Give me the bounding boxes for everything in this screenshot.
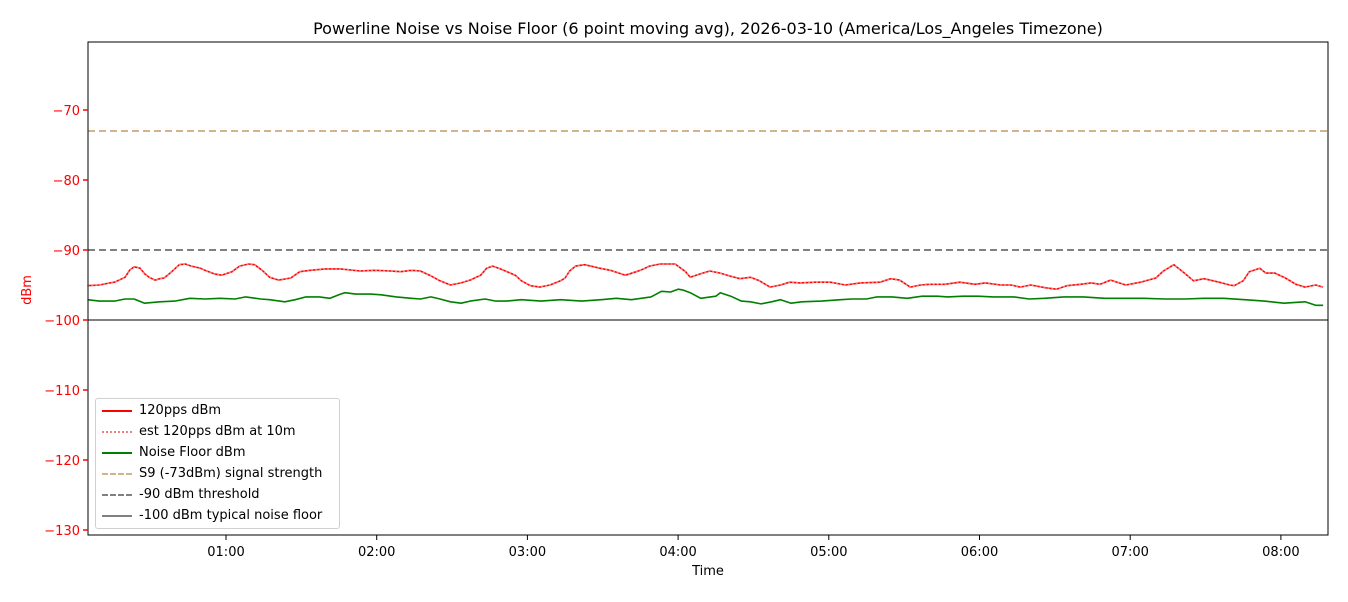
legend-item-est-120pps: est 120pps dBm at 10m bbox=[96, 421, 339, 442]
y-tick-label: −100 bbox=[44, 314, 80, 329]
y-tick-label: −70 bbox=[53, 104, 80, 119]
legend-swatch-dotted-pink bbox=[102, 430, 132, 433]
x-tick-label: 03:00 bbox=[509, 545, 546, 560]
legend-label: S9 (-73dBm) signal strength bbox=[139, 466, 323, 481]
y-tick-label: −120 bbox=[44, 454, 80, 469]
legend-swatch-solid-green bbox=[102, 451, 132, 454]
legend-label: Noise Floor dBm bbox=[139, 445, 246, 460]
x-tick-label: 05:00 bbox=[810, 545, 847, 560]
legend-label: -90 dBm threshold bbox=[139, 487, 260, 502]
x-tick-label: 06:00 bbox=[961, 545, 998, 560]
x-tick-label: 01:00 bbox=[207, 545, 244, 560]
y-tick-label: −80 bbox=[53, 174, 80, 189]
legend-swatch-dashed-tan bbox=[102, 472, 132, 475]
x-tick-label: 04:00 bbox=[659, 545, 696, 560]
series-line bbox=[87, 288, 1324, 307]
legend-label: 120pps dBm bbox=[139, 403, 222, 418]
x-axis: 01:00 02:00 03:00 04:00 05:00 06:00 07:00 08:00 bbox=[207, 535, 1300, 560]
y-axis: −70 −80 −90 −100 −110 −120 −130 bbox=[44, 104, 88, 539]
series-line-dotted bbox=[87, 263, 1324, 290]
y-tick-label: −110 bbox=[44, 384, 80, 399]
x-tick-label: 07:00 bbox=[1111, 545, 1148, 560]
series-line bbox=[87, 263, 1324, 291]
x-tick-label: 08:00 bbox=[1262, 545, 1299, 560]
chart-title: Powerline Noise vs Noise Floor (6 point … bbox=[313, 19, 1103, 39]
y-tick-label: −90 bbox=[53, 244, 80, 259]
legend-item-s9: S9 (-73dBm) signal strength bbox=[96, 463, 339, 484]
legend-item-120pps: 120pps dBm bbox=[96, 400, 339, 421]
x-tick-label: 02:00 bbox=[358, 545, 395, 560]
legend-swatch-solid-red bbox=[102, 409, 132, 412]
legend-label: -100 dBm typical noise floor bbox=[139, 508, 323, 523]
reference-lines bbox=[88, 130, 1328, 321]
legend-item-noise-floor: Noise Floor dBm bbox=[96, 442, 339, 463]
plot-frame bbox=[87, 41, 1329, 536]
legend-swatch-solid-gray bbox=[102, 514, 132, 517]
y-axis-label: dBm bbox=[20, 275, 35, 305]
y-tick-label: −130 bbox=[44, 524, 80, 539]
legend-item-90-threshold: -90 dBm threshold bbox=[96, 484, 339, 505]
x-axis-label: Time bbox=[691, 564, 724, 579]
legend-label: est 120pps dBm at 10m bbox=[139, 424, 296, 439]
chart-legend: 120pps dBm est 120pps dBm at 10m Noise F… bbox=[95, 398, 340, 529]
legend-item-100-noise-floor: -100 dBm typical noise floor bbox=[96, 505, 339, 526]
data-series bbox=[87, 263, 1324, 307]
legend-swatch-dashed-gray bbox=[102, 493, 132, 496]
